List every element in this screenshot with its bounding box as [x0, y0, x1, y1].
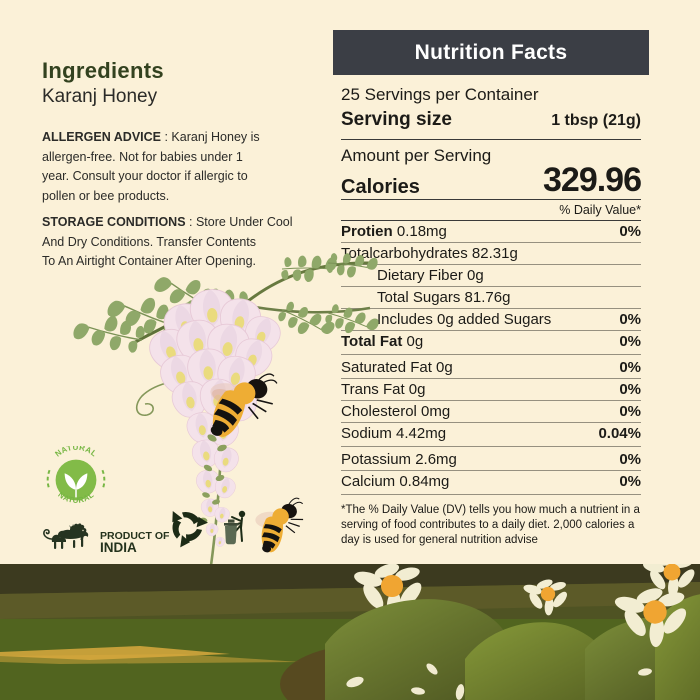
svg-text:NATURAL: NATURAL: [53, 446, 98, 459]
svg-text:INDIA: INDIA: [100, 540, 137, 555]
